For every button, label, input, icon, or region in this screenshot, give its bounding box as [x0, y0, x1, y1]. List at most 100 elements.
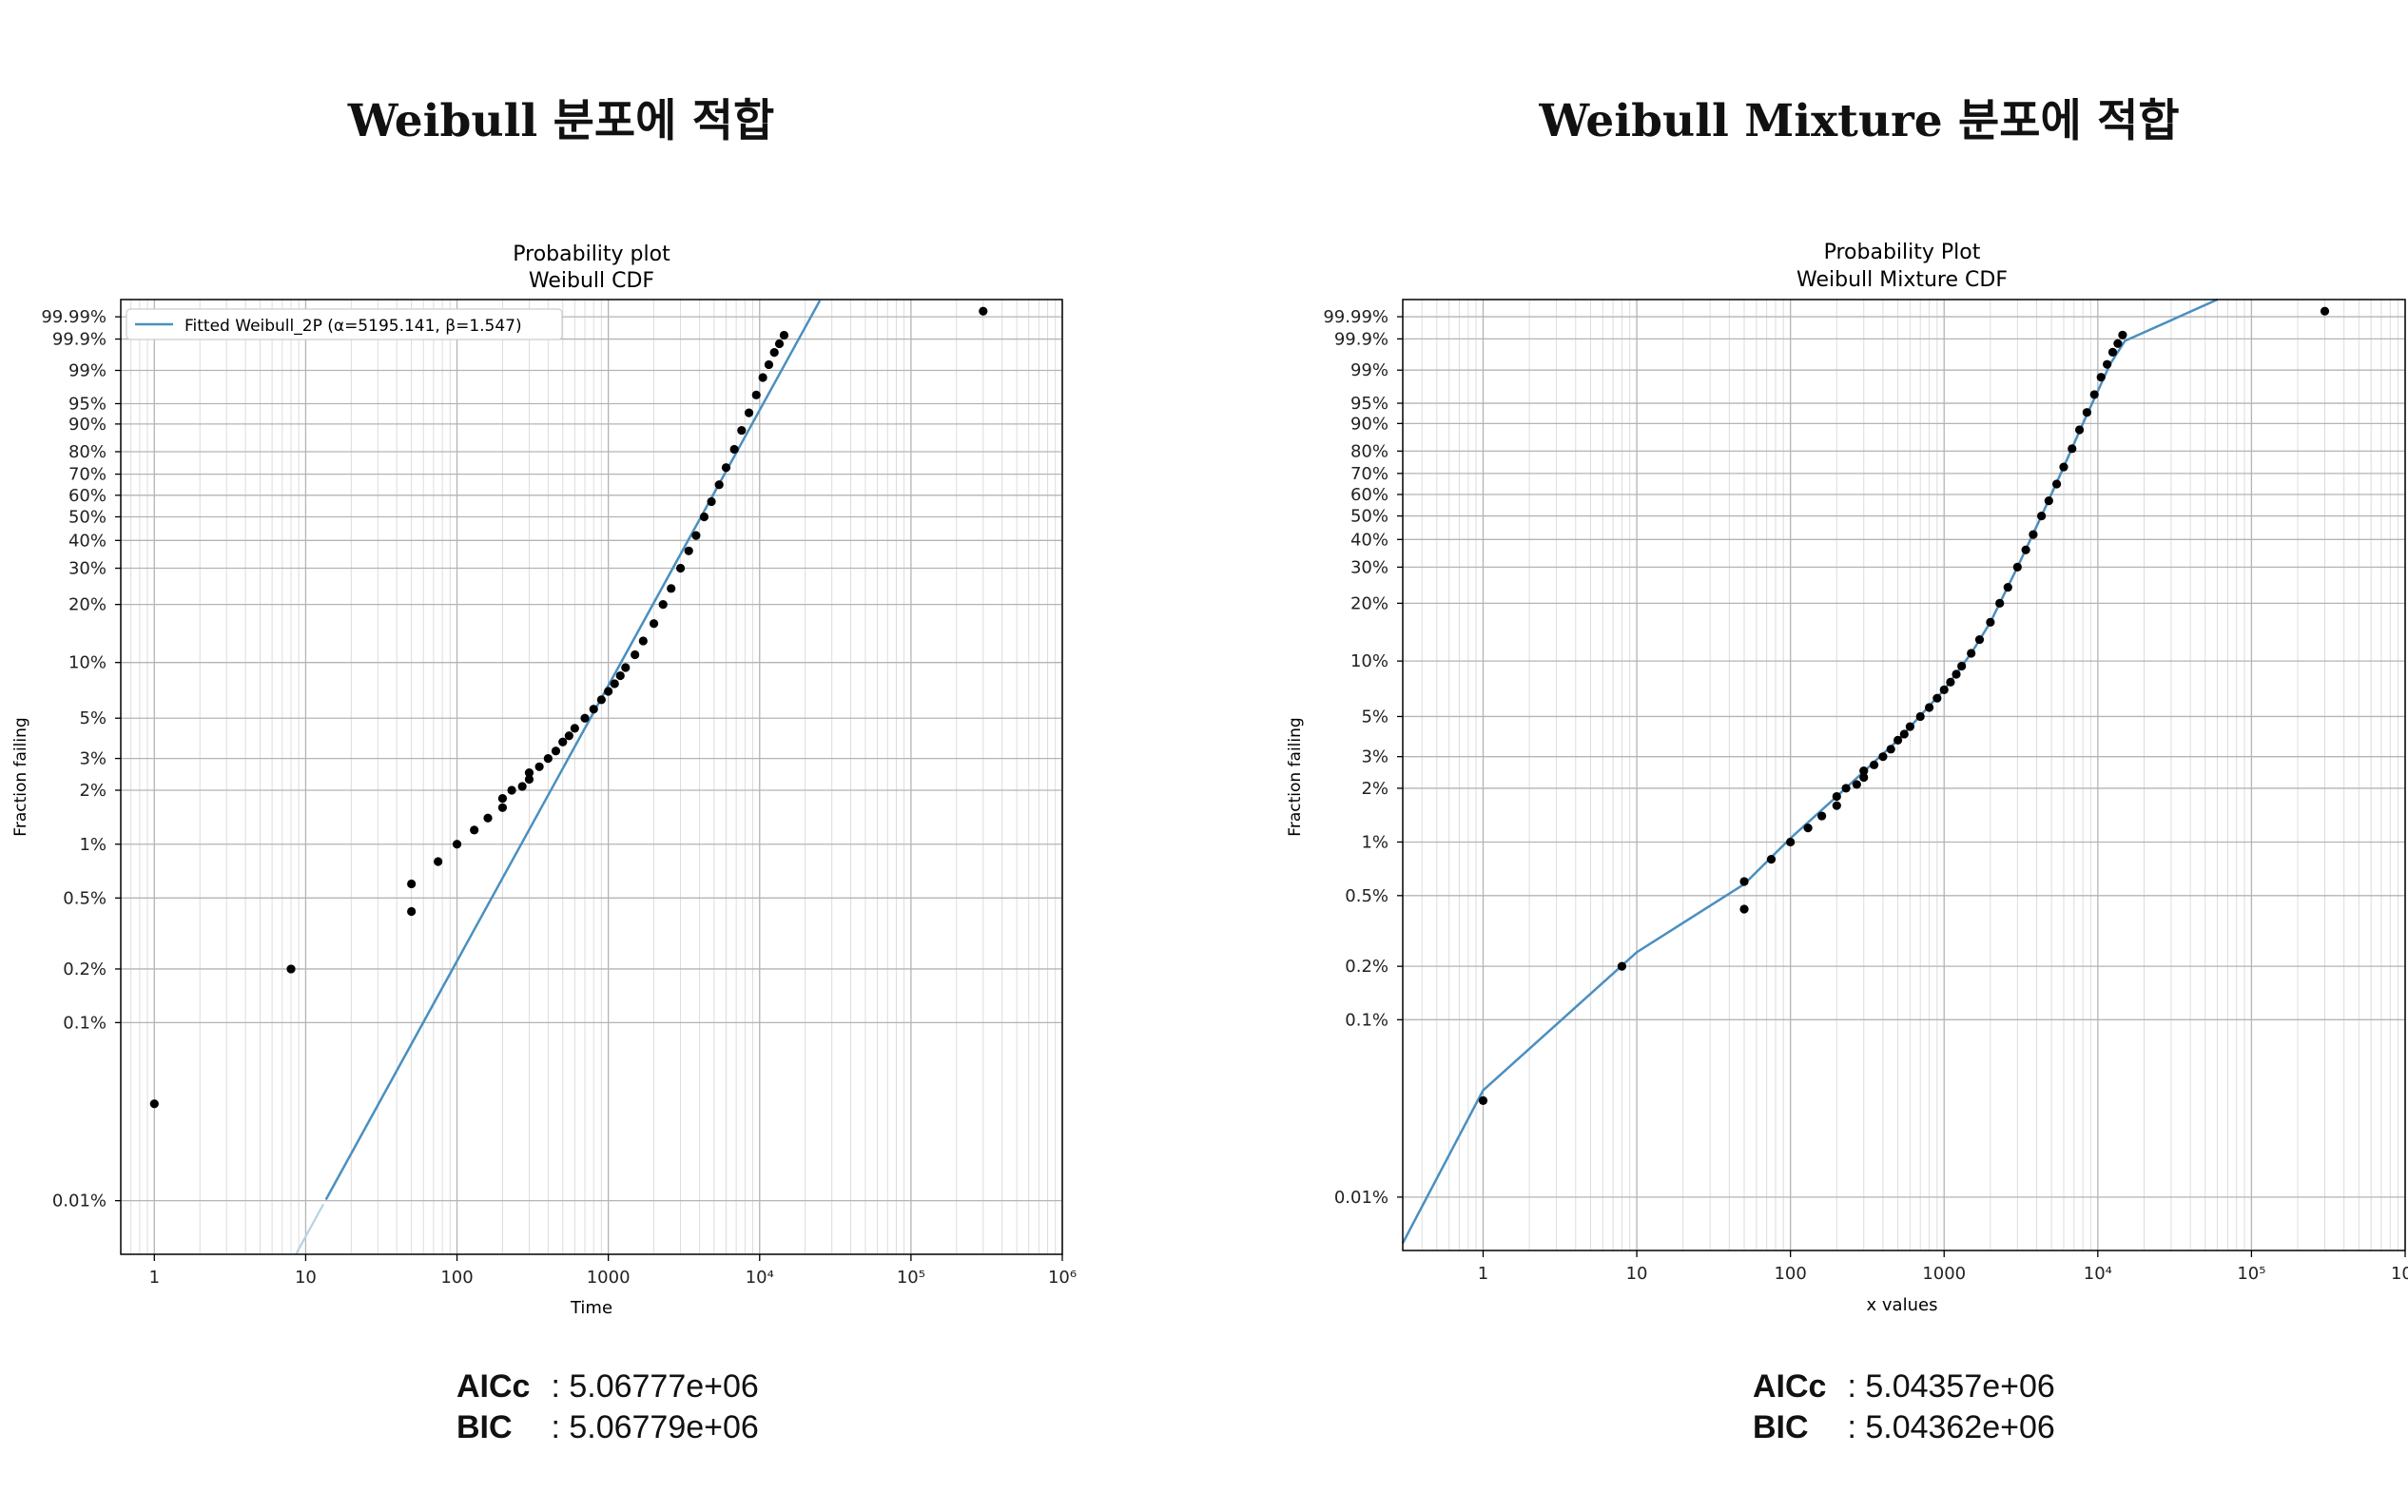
left-x-ticks: 1 10 100 1000 10⁴ 10⁵ 10⁶: [149, 1254, 1077, 1288]
left-data-point: [758, 373, 767, 382]
right-data-point: [2044, 496, 2053, 506]
left-data-point: [452, 840, 462, 849]
left-x-tick-label: 10⁵: [897, 1268, 925, 1288]
right-aicc-value: : 5.04357e+06: [1847, 1368, 2055, 1405]
right-data-point: [2012, 562, 2022, 572]
left-data-point: [610, 679, 619, 688]
right-data-point: [2107, 347, 2118, 358]
left-data-point: [434, 857, 443, 866]
left-stats: AICc : 5.06777e+06 BIC : 5.06779e+06: [456, 1367, 759, 1448]
right-data-point: [1832, 801, 1841, 810]
left-y-ticks: 0.01% 0.1% 0.2% 0.5% 1% 2% 3% 5% 10% 20% 30% 40% 50%…: [41, 307, 121, 1212]
right-data-point: [1899, 729, 1909, 739]
left-x-tick-label: 1: [149, 1268, 160, 1288]
right-aicc-label: AICc: [1753, 1368, 1827, 1405]
right-data-point: [1859, 772, 1869, 783]
left-y-tick-label: 70%: [68, 465, 107, 485]
left-y-tick-label: 1%: [79, 835, 107, 855]
left-y-tick-label: 0.01%: [52, 1192, 107, 1212]
right-data-point: [1478, 1095, 1488, 1105]
right-x-tick-label: 10: [1626, 1264, 1648, 1284]
right-x-tick-label: 100: [1774, 1264, 1806, 1284]
right-data-point: [1886, 745, 1895, 754]
right-data-point: [1946, 677, 1955, 687]
right-chart: 1 10 100 1000 10⁴ 10⁵ 10⁶ 0.01% 0.1% 0.2% 0.5% 1% 2…: [1286, 241, 2408, 1315]
right-data-point: [2051, 479, 2062, 489]
left-data-point: [497, 803, 508, 812]
left-legend: Fitted Weibull_2P (α=5195.141, β=1.547): [126, 308, 563, 340]
left-legend-label: Fitted Weibull_2P (α=5195.141, β=1.547): [184, 317, 522, 336]
left-data-point: [667, 584, 676, 593]
left-data-point: [497, 794, 508, 804]
left-x-tick-label: 1000: [587, 1268, 631, 1288]
left-data-point: [721, 463, 731, 473]
left-y-tick-label: 99.9%: [52, 330, 107, 350]
left-y-tick-label: 10%: [68, 653, 107, 673]
right-data-point: [1915, 711, 1925, 722]
left-data-point: [580, 713, 590, 723]
left-data-point: [744, 408, 754, 417]
right-x-tick-label: 1000: [1922, 1264, 1966, 1284]
right-data-point: [1803, 824, 1813, 833]
right-y-tick-label: 0.2%: [1345, 957, 1388, 977]
right-data-point: [1924, 703, 1934, 712]
left-data-point: [699, 512, 709, 522]
right-y-tick-label: 5%: [1361, 707, 1388, 727]
left-x-tick-label: 10: [295, 1268, 317, 1288]
left-data-point: [507, 785, 516, 795]
left-data-point: [979, 306, 988, 316]
right-data-point: [2089, 390, 2099, 399]
right-data-point: [2082, 408, 2092, 417]
left-y-tick-label: 0.2%: [63, 960, 107, 979]
left-data-point: [596, 695, 606, 705]
left-data-point: [684, 546, 693, 555]
right-x-tick-label: 1: [1478, 1264, 1488, 1284]
left-data-point: [737, 425, 747, 436]
right-y-tick-label: 10%: [1350, 651, 1388, 671]
right-data-point: [1939, 685, 1949, 694]
left-legend-box: [126, 308, 563, 340]
right-y-tick-label: 99.9%: [1334, 329, 1388, 349]
left-data-point: [543, 753, 553, 764]
right-x-axis-label: x values: [1867, 1295, 1938, 1315]
right-data-point: [2068, 444, 2077, 454]
right-data-point: [2074, 425, 2085, 435]
left-aicc-value: : 5.06777e+06: [551, 1368, 759, 1405]
left-x-tick-label: 10⁴: [746, 1268, 774, 1288]
right-data-point: [1766, 855, 1777, 864]
right-data-point: [1817, 811, 1827, 821]
left-heading: Weibull 분포에 적합: [347, 95, 775, 147]
left-data-point: [764, 359, 774, 370]
right-data-point: [1932, 693, 1942, 703]
right-y-tick-label: 2%: [1361, 779, 1388, 799]
left-data-point: [649, 619, 659, 629]
right-data-point: [2118, 330, 2127, 339]
left-fit-line: [324, 300, 822, 1201]
right-aicc-row: AICc : 5.04357e+06: [1753, 1367, 2055, 1407]
left-chart: 1 10 100 1000 10⁴ 10⁵ 10⁶ 0.01% 0.1% 0.2% 0.5% 1% 2…: [11, 242, 1077, 1318]
right-data-point: [1859, 766, 1869, 776]
left-title-line2: Weibull CDF: [529, 269, 654, 293]
right-data-point: [2113, 339, 2123, 348]
left-data-point: [407, 906, 417, 917]
left-data-point: [631, 649, 640, 660]
right-data-point: [1974, 634, 1985, 645]
right-data-point: [1905, 722, 1914, 731]
right-x-tick-label: 10⁵: [2237, 1264, 2265, 1284]
right-y-tick-label: 99.99%: [1323, 307, 1388, 327]
right-y-tick-label: 70%: [1350, 464, 1388, 484]
right-data-point: [1832, 791, 1841, 802]
right-data-point: [1957, 661, 1967, 671]
left-fit-line-group: [295, 300, 822, 1255]
right-data-point: [2059, 462, 2068, 472]
right-data-point: [1967, 649, 1976, 658]
left-bic-value: : 5.06779e+06: [551, 1409, 759, 1445]
left-major-grid: [121, 300, 1063, 1254]
left-data-point: [691, 531, 701, 540]
right-data-point: [2320, 306, 2330, 316]
right-data-point: [1786, 837, 1796, 847]
left-data-point: [483, 813, 493, 823]
right-data-point: [2096, 373, 2106, 382]
left-x-axis-label: Time: [570, 1298, 612, 1318]
left-data-point: [675, 563, 686, 573]
